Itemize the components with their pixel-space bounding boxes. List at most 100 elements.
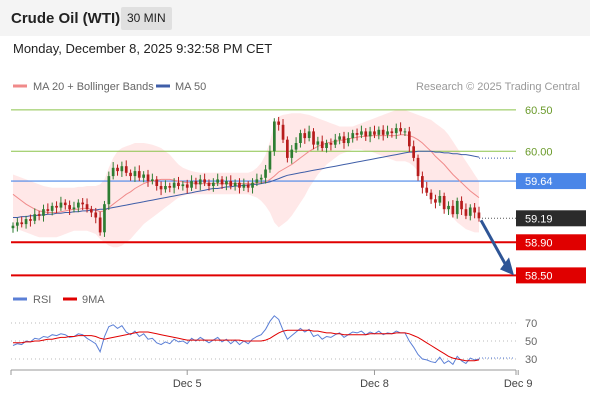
candle-body [320, 141, 324, 148]
candle-body [303, 133, 307, 139]
candle-body [368, 131, 372, 137]
candle-body [85, 204, 89, 210]
candle-body [464, 209, 468, 216]
candle-body [103, 204, 106, 233]
candle-body [290, 149, 294, 158]
rsi-legend: RSI 9MA [13, 294, 105, 306]
candle-body [299, 133, 302, 143]
candle-body [98, 217, 102, 233]
candle-body [377, 129, 381, 135]
candle-body [316, 141, 320, 145]
support-label: 58.50 [525, 270, 553, 282]
candle-body [33, 214, 37, 221]
candle-body [124, 166, 128, 173]
candle-body [20, 222, 24, 225]
candle-body [207, 182, 211, 186]
candle-body [151, 179, 154, 182]
candle-body [277, 121, 280, 125]
candle-body [120, 166, 124, 172]
pivot-label-box [516, 173, 586, 190]
candle-body [242, 184, 246, 188]
candle-body [198, 179, 202, 185]
forecast-arrow [479, 219, 514, 276]
forecast-arrow-head [500, 257, 514, 276]
candle-body [438, 196, 442, 203]
candle-body [42, 209, 45, 216]
candle-body [190, 181, 193, 188]
candle-body [11, 225, 15, 229]
candle-body [364, 131, 368, 137]
candle-body [72, 207, 76, 210]
ma50-legend-label: MA 50 [175, 81, 206, 93]
candle-body [29, 219, 32, 221]
chart-header: Crude Oil (WTI) 30 MIN [0, 0, 590, 36]
candle-body [442, 196, 446, 210]
candle-body [390, 131, 394, 134]
candle-body [137, 171, 141, 178]
candle-body [155, 179, 159, 186]
candle-body [233, 182, 237, 186]
candle-body [281, 124, 285, 140]
candle-body [225, 181, 228, 185]
candle-body [268, 151, 272, 170]
candle-body [342, 136, 346, 143]
candle-body [181, 184, 185, 187]
candle-body [460, 200, 463, 210]
rsi-level-label: 70 [525, 318, 537, 330]
candle-body [212, 182, 215, 186]
candle-body [473, 207, 476, 213]
candle-body [338, 136, 341, 140]
main-legend: MA 20 + Bollinger Bands MA 50 Research ©… [13, 81, 580, 93]
candle-body [172, 182, 176, 188]
candle-body [360, 131, 363, 135]
candle-body [264, 169, 267, 178]
candle-body [142, 174, 145, 178]
candle-body [307, 131, 311, 138]
candle-body [238, 182, 241, 188]
candle-body [273, 121, 276, 152]
candle-body [77, 202, 80, 208]
candle-body [373, 131, 376, 135]
x-tick-label: Dec 9 [504, 378, 533, 390]
candle-body [434, 199, 437, 203]
candle-body [429, 192, 433, 200]
candle-body [90, 209, 93, 213]
timeframe-badge[interactable]: 30 MIN [121, 7, 172, 30]
support-label-box [516, 234, 586, 251]
candle-body [347, 138, 350, 144]
candle-body [416, 157, 420, 177]
instrument-title: Crude Oil (WTI) [11, 10, 121, 27]
ma20-legend-label: MA 20 + Bollinger Bands [33, 81, 154, 93]
rsi-ma-line [13, 329, 480, 362]
rsi-level-label: 30 [525, 354, 537, 366]
x-axis: Dec 5 Dec 8 Dec 9 [10, 370, 533, 390]
candle-body [63, 202, 67, 206]
candle-body [116, 167, 119, 172]
candle-body [229, 181, 233, 187]
candle-body [355, 133, 359, 135]
candle-body [312, 131, 315, 145]
candle-body [329, 143, 333, 145]
candle-body [447, 205, 450, 210]
candle-body [94, 212, 98, 218]
candle-body [451, 205, 455, 215]
candle-body [159, 186, 163, 190]
candle-body [194, 181, 198, 185]
bollinger-band-fill [13, 109, 479, 248]
candle-body [164, 186, 167, 190]
candle-body [81, 202, 84, 205]
rsi-level-label: 50 [525, 336, 537, 348]
candle-body [294, 143, 298, 150]
candle-body [251, 182, 254, 188]
candle-body [185, 184, 189, 188]
candle-body [216, 179, 219, 183]
credit-label: Research © 2025 Trading Central [416, 81, 580, 93]
candle-body [107, 176, 111, 205]
candle-body [477, 212, 481, 219]
x-tick-label: Dec 5 [173, 378, 202, 390]
candle-body [46, 209, 50, 211]
candle-body [386, 131, 389, 135]
resistance-label: 60.50 [525, 105, 553, 117]
candle-body [220, 179, 224, 185]
